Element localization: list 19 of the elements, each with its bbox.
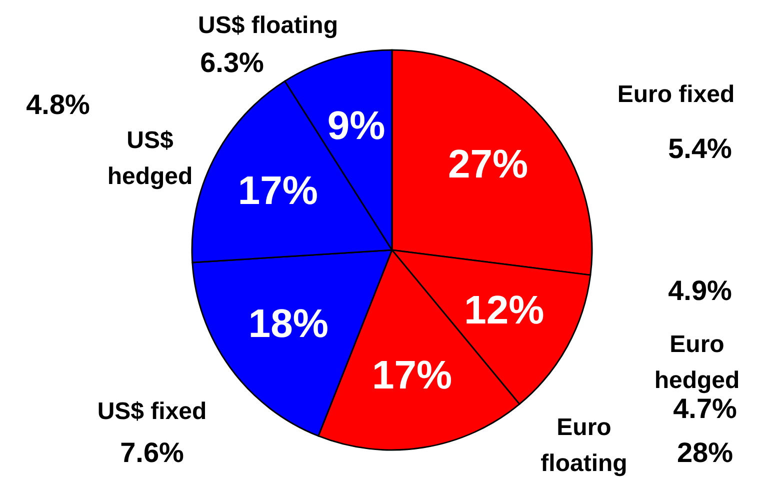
text: 28% [676, 437, 734, 468]
data-label: 17% [372, 353, 452, 398]
data-label: 17% [238, 168, 318, 213]
slice-label: Euro floating [540, 414, 628, 477]
slice-label: Euro hedged [654, 331, 740, 394]
text: 4.7% [673, 393, 738, 424]
text: 5.4% [668, 133, 732, 164]
data-label: 9% [327, 104, 386, 148]
text: 4.8% [26, 89, 90, 120]
text: 4.9% [668, 275, 732, 306]
data-label: 12% [464, 288, 544, 333]
slice-label: US$ hedged [107, 127, 193, 190]
slice-label: Euro fixed [617, 81, 735, 108]
text: 7.6% [120, 437, 184, 468]
slice-label: US$ floating [198, 12, 338, 39]
data-label: 18% [248, 302, 328, 346]
text: 6.3% [200, 47, 264, 78]
slice-label: US$ fixed [97, 398, 207, 425]
data-label: 27% [448, 142, 528, 186]
